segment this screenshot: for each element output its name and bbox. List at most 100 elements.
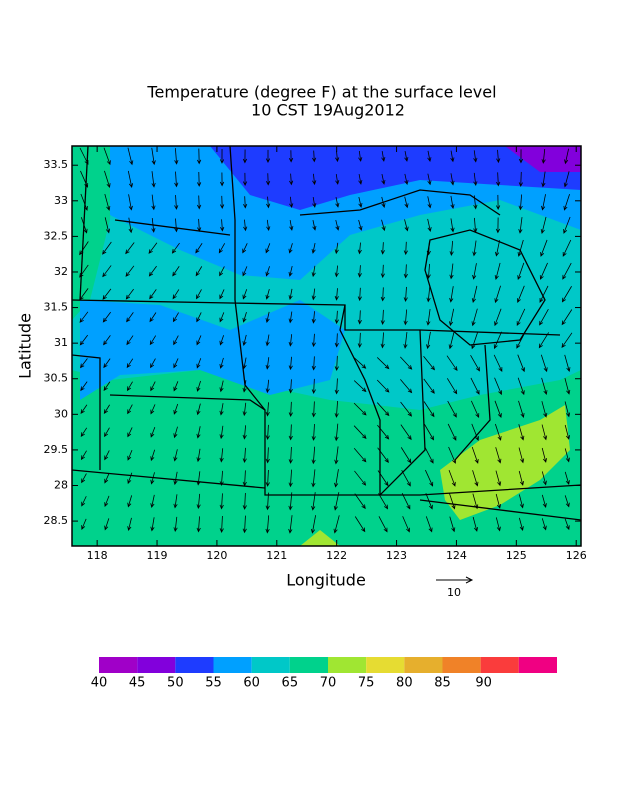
wind-vector bbox=[447, 423, 457, 441]
x-tick-label: 119 bbox=[147, 549, 168, 562]
wind-vector bbox=[219, 289, 225, 300]
x-tick-label: 121 bbox=[266, 549, 287, 562]
wind-vector bbox=[311, 288, 316, 301]
colorbar-box bbox=[137, 657, 176, 673]
wind-vector bbox=[449, 493, 456, 510]
colorbar-box bbox=[404, 657, 443, 673]
wind-vector bbox=[563, 216, 571, 234]
wind-vector bbox=[423, 356, 436, 371]
wind-vector bbox=[563, 193, 570, 211]
wind-vector bbox=[376, 379, 390, 393]
wind-vector bbox=[265, 149, 271, 164]
wind-vector bbox=[126, 381, 133, 392]
wind-vector bbox=[80, 450, 87, 461]
wind-vector bbox=[450, 195, 455, 209]
wind-vector bbox=[288, 379, 293, 394]
colorbar-label: 70 bbox=[320, 676, 337, 691]
x-tick-label: 126 bbox=[566, 549, 587, 562]
colorbar-box bbox=[328, 657, 367, 673]
wind-vector bbox=[539, 262, 548, 280]
wind-vector bbox=[148, 265, 157, 277]
wind-vector bbox=[354, 493, 366, 510]
wind-vector bbox=[517, 377, 525, 396]
wind-vector bbox=[219, 403, 224, 416]
wind-vector bbox=[79, 334, 88, 346]
wind-vector bbox=[427, 218, 432, 232]
colorbar-box bbox=[213, 657, 252, 673]
wind-vector bbox=[288, 334, 293, 347]
wind-vector bbox=[173, 516, 178, 533]
wind-vector bbox=[381, 151, 386, 162]
wind-vector bbox=[334, 423, 339, 442]
wind-vector bbox=[541, 148, 546, 164]
colorbar-label: 40 bbox=[91, 676, 108, 691]
wind-vector bbox=[127, 495, 133, 508]
wind-vector bbox=[335, 197, 340, 208]
wind-vector bbox=[539, 285, 549, 303]
wind-vector bbox=[102, 311, 111, 323]
wind-vector bbox=[403, 286, 408, 302]
wind-vector bbox=[335, 173, 340, 185]
wind-vector bbox=[311, 378, 316, 395]
x-tick-label: 120 bbox=[206, 549, 227, 562]
colorbar-label: 60 bbox=[243, 676, 260, 691]
wind-vector bbox=[516, 331, 526, 349]
wind-vector bbox=[242, 266, 248, 277]
wind-vector bbox=[312, 150, 317, 163]
wind-vector bbox=[173, 381, 179, 392]
wind-vector bbox=[449, 240, 454, 256]
wind-vector bbox=[81, 473, 87, 484]
wind-vector bbox=[424, 446, 434, 464]
wind-vector bbox=[151, 147, 156, 166]
y-tick-label: 29.5 bbox=[44, 443, 69, 456]
wind-vector bbox=[449, 263, 454, 280]
wind-vector bbox=[104, 450, 110, 461]
wind-vector bbox=[311, 333, 316, 348]
wind-vector bbox=[357, 332, 362, 349]
wind-vector bbox=[242, 149, 248, 164]
wind-vector bbox=[562, 239, 572, 257]
wind-vector bbox=[427, 173, 432, 186]
wind-vector bbox=[196, 403, 201, 416]
wind-vector bbox=[288, 492, 293, 511]
colorbar-label: 55 bbox=[205, 676, 222, 691]
wind-vector bbox=[311, 423, 316, 441]
wind-vector bbox=[334, 446, 339, 465]
wind-vector bbox=[288, 150, 294, 163]
wind-vector bbox=[219, 266, 225, 277]
wind-vector bbox=[561, 309, 573, 326]
wind-vector bbox=[564, 448, 570, 463]
wind-vector bbox=[104, 518, 110, 531]
wind-vector bbox=[150, 472, 155, 485]
wind-vector bbox=[357, 287, 362, 302]
wind-vector bbox=[103, 147, 111, 166]
wind-vector bbox=[127, 147, 134, 166]
temp-region bbox=[505, 146, 581, 172]
wind-vector bbox=[242, 425, 247, 440]
wind-vector bbox=[446, 378, 458, 395]
wind-vector bbox=[381, 173, 386, 185]
wind-vector bbox=[564, 424, 570, 440]
wind-vector bbox=[380, 309, 385, 326]
wind-vector bbox=[80, 217, 88, 234]
wind-vector bbox=[265, 515, 270, 534]
wind-vector bbox=[516, 308, 526, 326]
wind-vector bbox=[242, 172, 248, 187]
colorbar-label: 85 bbox=[434, 676, 451, 691]
wind-vector bbox=[150, 358, 156, 369]
colorbar-box bbox=[518, 657, 557, 673]
colorbar-box bbox=[442, 657, 481, 673]
wind-vector bbox=[289, 196, 294, 209]
wind-vector bbox=[127, 517, 132, 532]
wind-vector bbox=[517, 262, 525, 281]
wind-vector bbox=[403, 264, 408, 279]
y-tick-label: 32 bbox=[54, 265, 68, 278]
wind-vector bbox=[353, 380, 367, 393]
wind-vector bbox=[334, 242, 339, 255]
wind-vector bbox=[564, 354, 571, 373]
wind-vector bbox=[312, 196, 317, 208]
wind-vector bbox=[377, 447, 389, 463]
wind-vector bbox=[334, 333, 339, 348]
wind-vector bbox=[173, 494, 178, 509]
